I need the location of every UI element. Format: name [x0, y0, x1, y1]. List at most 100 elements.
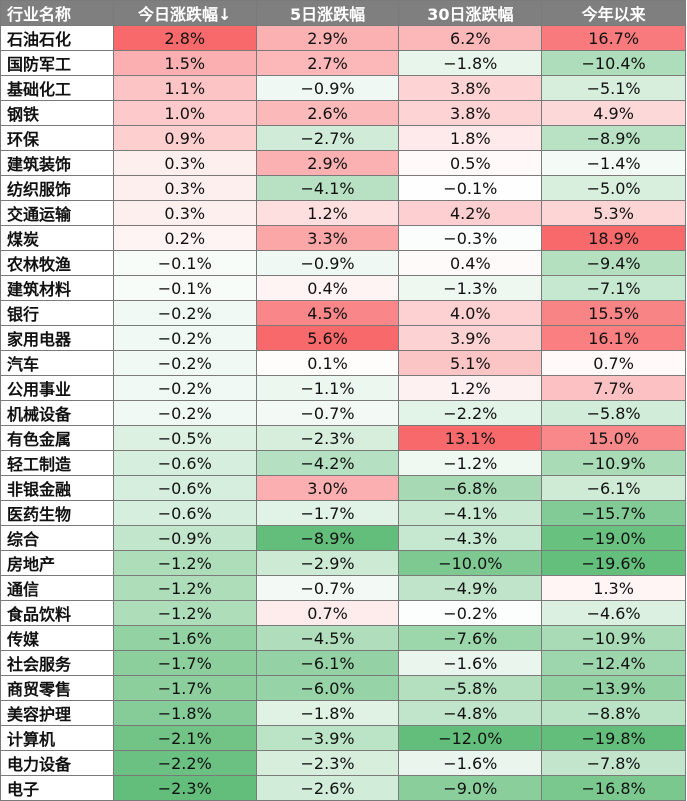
today-change-cell: −0.6% — [112, 500, 257, 526]
change-5day-cell: −6.0% — [255, 675, 400, 701]
change-30day-cell: 5.1% — [398, 350, 543, 376]
change-30day-cell: −0.2% — [398, 600, 543, 626]
today-change-cell: 0.3% — [112, 175, 257, 201]
change-30day-cell: −0.1% — [398, 175, 543, 201]
today-change-cell: −0.2% — [112, 375, 257, 401]
industry-name-cell: 公用事业 — [0, 375, 114, 401]
industry-name-cell: 纺织服饰 — [0, 175, 114, 201]
ytd-change-cell: −8.9% — [541, 125, 686, 151]
change-30day-cell: 3.8% — [398, 75, 543, 101]
change-5day-cell: 3.0% — [255, 475, 400, 501]
ytd-change-cell: 1.3% — [541, 575, 686, 601]
change-30day-cell: −4.9% — [398, 575, 543, 601]
today-change-cell: −1.2% — [112, 550, 257, 576]
change-5day-cell: −0.9% — [255, 75, 400, 101]
table-row: 纺织服饰 0.3% −4.1% −0.1% −5.0% — [0, 175, 686, 201]
industry-name-cell: 社会服务 — [0, 650, 114, 676]
industry-name-cell: 医药生物 — [0, 500, 114, 526]
industry-name-cell: 电子 — [0, 775, 114, 801]
ytd-change-cell: 16.1% — [541, 325, 686, 351]
today-change-cell: −0.9% — [112, 525, 257, 551]
today-change-cell: −1.8% — [112, 700, 257, 726]
ytd-change-cell: 7.7% — [541, 375, 686, 401]
header-ytd-change[interactable]: 今年以来 — [541, 0, 686, 26]
table-row: 房地产 −1.2% −2.9% −10.0% −19.6% — [0, 550, 686, 576]
change-5day-cell: −2.6% — [255, 775, 400, 801]
change-30day-cell: −4.1% — [398, 500, 543, 526]
industry-name-cell: 基础化工 — [0, 75, 114, 101]
change-30day-cell: −1.8% — [398, 50, 543, 76]
industry-name-cell: 交通运输 — [0, 200, 114, 226]
ytd-change-cell: 16.7% — [541, 25, 686, 51]
table-row: 建筑材料 −0.1% 0.4% −1.3% −7.1% — [0, 275, 686, 301]
ytd-change-cell: −10.9% — [541, 450, 686, 476]
table-row: 石油石化 2.8% 2.9% 6.2% 16.7% — [0, 25, 686, 51]
ytd-change-cell: −16.8% — [541, 775, 686, 801]
today-change-cell: −0.1% — [112, 250, 257, 276]
header-30day-change[interactable]: 30日涨跌幅 — [398, 0, 543, 26]
today-change-cell: −0.2% — [112, 350, 257, 376]
industry-name-cell: 食品饮料 — [0, 600, 114, 626]
ytd-change-cell: −15.7% — [541, 500, 686, 526]
table-row: 电力设备 −2.2% −2.3% −1.6% −7.8% — [0, 750, 686, 776]
industry-name-cell: 家用电器 — [0, 325, 114, 351]
industry-name-cell: 建筑装饰 — [0, 150, 114, 176]
change-5day-cell: 5.6% — [255, 325, 400, 351]
change-30day-cell: 3.8% — [398, 100, 543, 126]
table-row: 银行 −0.2% 4.5% 4.0% 15.5% — [0, 300, 686, 326]
change-5day-cell: −0.9% — [255, 250, 400, 276]
today-change-cell: 0.2% — [112, 225, 257, 251]
ytd-change-cell: −19.6% — [541, 550, 686, 576]
ytd-change-cell: −13.9% — [541, 675, 686, 701]
change-5day-cell: 2.9% — [255, 150, 400, 176]
change-5day-cell: −2.9% — [255, 550, 400, 576]
table-row: 食品饮料 −1.2% 0.7% −0.2% −4.6% — [0, 600, 686, 626]
header-row: 行业名称 今日涨跌幅↓ 5日涨跌幅 30日涨跌幅 今年以来 — [0, 0, 686, 26]
ytd-change-cell: 0.7% — [541, 350, 686, 376]
change-5day-cell: 1.2% — [255, 200, 400, 226]
header-5day-change[interactable]: 5日涨跌幅 — [255, 0, 400, 26]
ytd-change-cell: −6.1% — [541, 475, 686, 501]
change-30day-cell: −1.2% — [398, 450, 543, 476]
today-change-cell: 1.1% — [112, 75, 257, 101]
change-5day-cell: −2.3% — [255, 750, 400, 776]
today-change-cell: 1.0% — [112, 100, 257, 126]
table-row: 国防军工 1.5% 2.7% −1.8% −10.4% — [0, 50, 686, 76]
today-change-cell: −1.6% — [112, 625, 257, 651]
change-5day-cell: −3.9% — [255, 725, 400, 751]
industry-name-cell: 机械设备 — [0, 400, 114, 426]
today-change-cell: −0.1% — [112, 275, 257, 301]
header-industry-name[interactable]: 行业名称 — [0, 0, 114, 26]
header-today-change[interactable]: 今日涨跌幅↓ — [112, 0, 257, 26]
change-30day-cell: 0.4% — [398, 250, 543, 276]
change-30day-cell: 1.2% — [398, 375, 543, 401]
change-30day-cell: 13.1% — [398, 425, 543, 451]
industry-name-cell: 非银金融 — [0, 475, 114, 501]
table-row: 传媒 −1.6% −4.5% −7.6% −10.9% — [0, 625, 686, 651]
today-change-cell: −0.2% — [112, 400, 257, 426]
today-change-cell: −0.2% — [112, 300, 257, 326]
change-5day-cell: −1.7% — [255, 500, 400, 526]
table-row: 家用电器 −0.2% 5.6% 3.9% 16.1% — [0, 325, 686, 351]
industry-name-cell: 计算机 — [0, 725, 114, 751]
table-row: 环保 0.9% −2.7% 1.8% −8.9% — [0, 125, 686, 151]
table-row: 计算机 −2.1% −3.9% −12.0% −19.8% — [0, 725, 686, 751]
change-30day-cell: −10.0% — [398, 550, 543, 576]
table-row: 轻工制造 −0.6% −4.2% −1.2% −10.9% — [0, 450, 686, 476]
industry-name-cell: 汽车 — [0, 350, 114, 376]
change-30day-cell: −9.0% — [398, 775, 543, 801]
industry-name-cell: 传媒 — [0, 625, 114, 651]
today-change-cell: −2.1% — [112, 725, 257, 751]
ytd-change-cell: −19.0% — [541, 525, 686, 551]
change-30day-cell: −4.3% — [398, 525, 543, 551]
table-row: 通信 −1.2% −0.7% −4.9% 1.3% — [0, 575, 686, 601]
industry-name-cell: 建筑材料 — [0, 275, 114, 301]
today-change-cell: −0.2% — [112, 325, 257, 351]
ytd-change-cell: −19.8% — [541, 725, 686, 751]
today-change-cell: −1.7% — [112, 675, 257, 701]
industry-name-cell: 银行 — [0, 300, 114, 326]
change-5day-cell: 2.9% — [255, 25, 400, 51]
ytd-change-cell: −7.8% — [541, 750, 686, 776]
today-change-cell: −0.6% — [112, 450, 257, 476]
table-row: 建筑装饰 0.3% 2.9% 0.5% −1.4% — [0, 150, 686, 176]
